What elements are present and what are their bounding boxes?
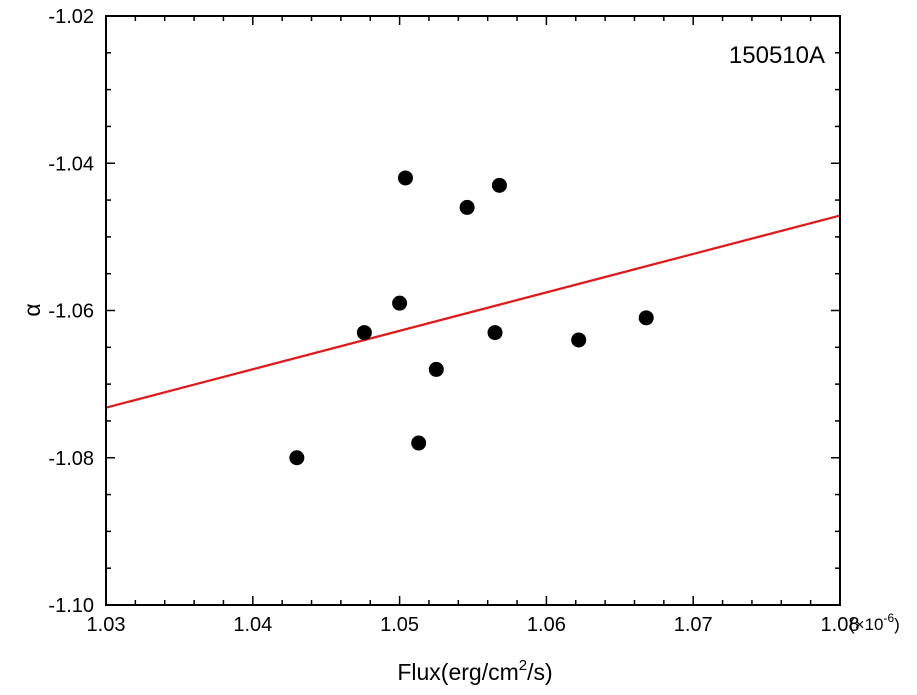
x-tick-label: 1.06 (527, 614, 566, 636)
y-tick-label: -1.04 (48, 153, 94, 175)
x-tick-label: 1.05 (380, 614, 419, 636)
fit-line (105, 214, 841, 409)
x-axis-title-superscript: 2 (519, 657, 527, 674)
tick-labels: 1.03 1.04 1.05 1.06 1.07 1.08 -1.10 -1.08 -1.06 -… (48, 6, 859, 636)
annotation-label: 150510A (729, 42, 825, 69)
data-point (397, 170, 413, 186)
y-tick-label: -1.06 (48, 301, 94, 323)
x-axis-title-tail: /s) (527, 659, 553, 685)
x-multiplier-exponent: -6 (884, 611, 895, 625)
data-point (491, 177, 507, 193)
data-point (459, 199, 475, 215)
y-tick-label: -1.02 (48, 6, 94, 28)
x-tick-label: 1.03 (87, 614, 126, 636)
data-point (638, 310, 654, 326)
y-tick-label: -1.08 (48, 448, 94, 470)
x-tick-label: 1.04 (233, 614, 272, 636)
data-point (392, 295, 408, 311)
x-multiplier-prefix: (×10 (849, 615, 884, 634)
x-tick-label: 1.07 (674, 614, 713, 636)
x-axis-multiplier: (×10-6) (849, 611, 900, 634)
x-axis-title: Flux(erg/cm2/s) (397, 657, 552, 685)
data-point (428, 361, 444, 377)
data-point (289, 450, 305, 466)
x-multiplier-suffix: ) (894, 615, 900, 634)
fit-line-layer (105, 214, 841, 409)
data-point (411, 435, 427, 451)
y-tick-label: -1.10 (48, 595, 94, 617)
x-axis-title-main: Flux(erg/cm (397, 659, 518, 685)
data-points (289, 170, 654, 466)
y-axis-title: α (19, 303, 45, 316)
x-tick-label: 1.08 (821, 614, 860, 636)
data-point (571, 332, 587, 348)
data-point (356, 325, 372, 341)
data-point (487, 325, 503, 341)
plot-frame (105, 15, 841, 606)
